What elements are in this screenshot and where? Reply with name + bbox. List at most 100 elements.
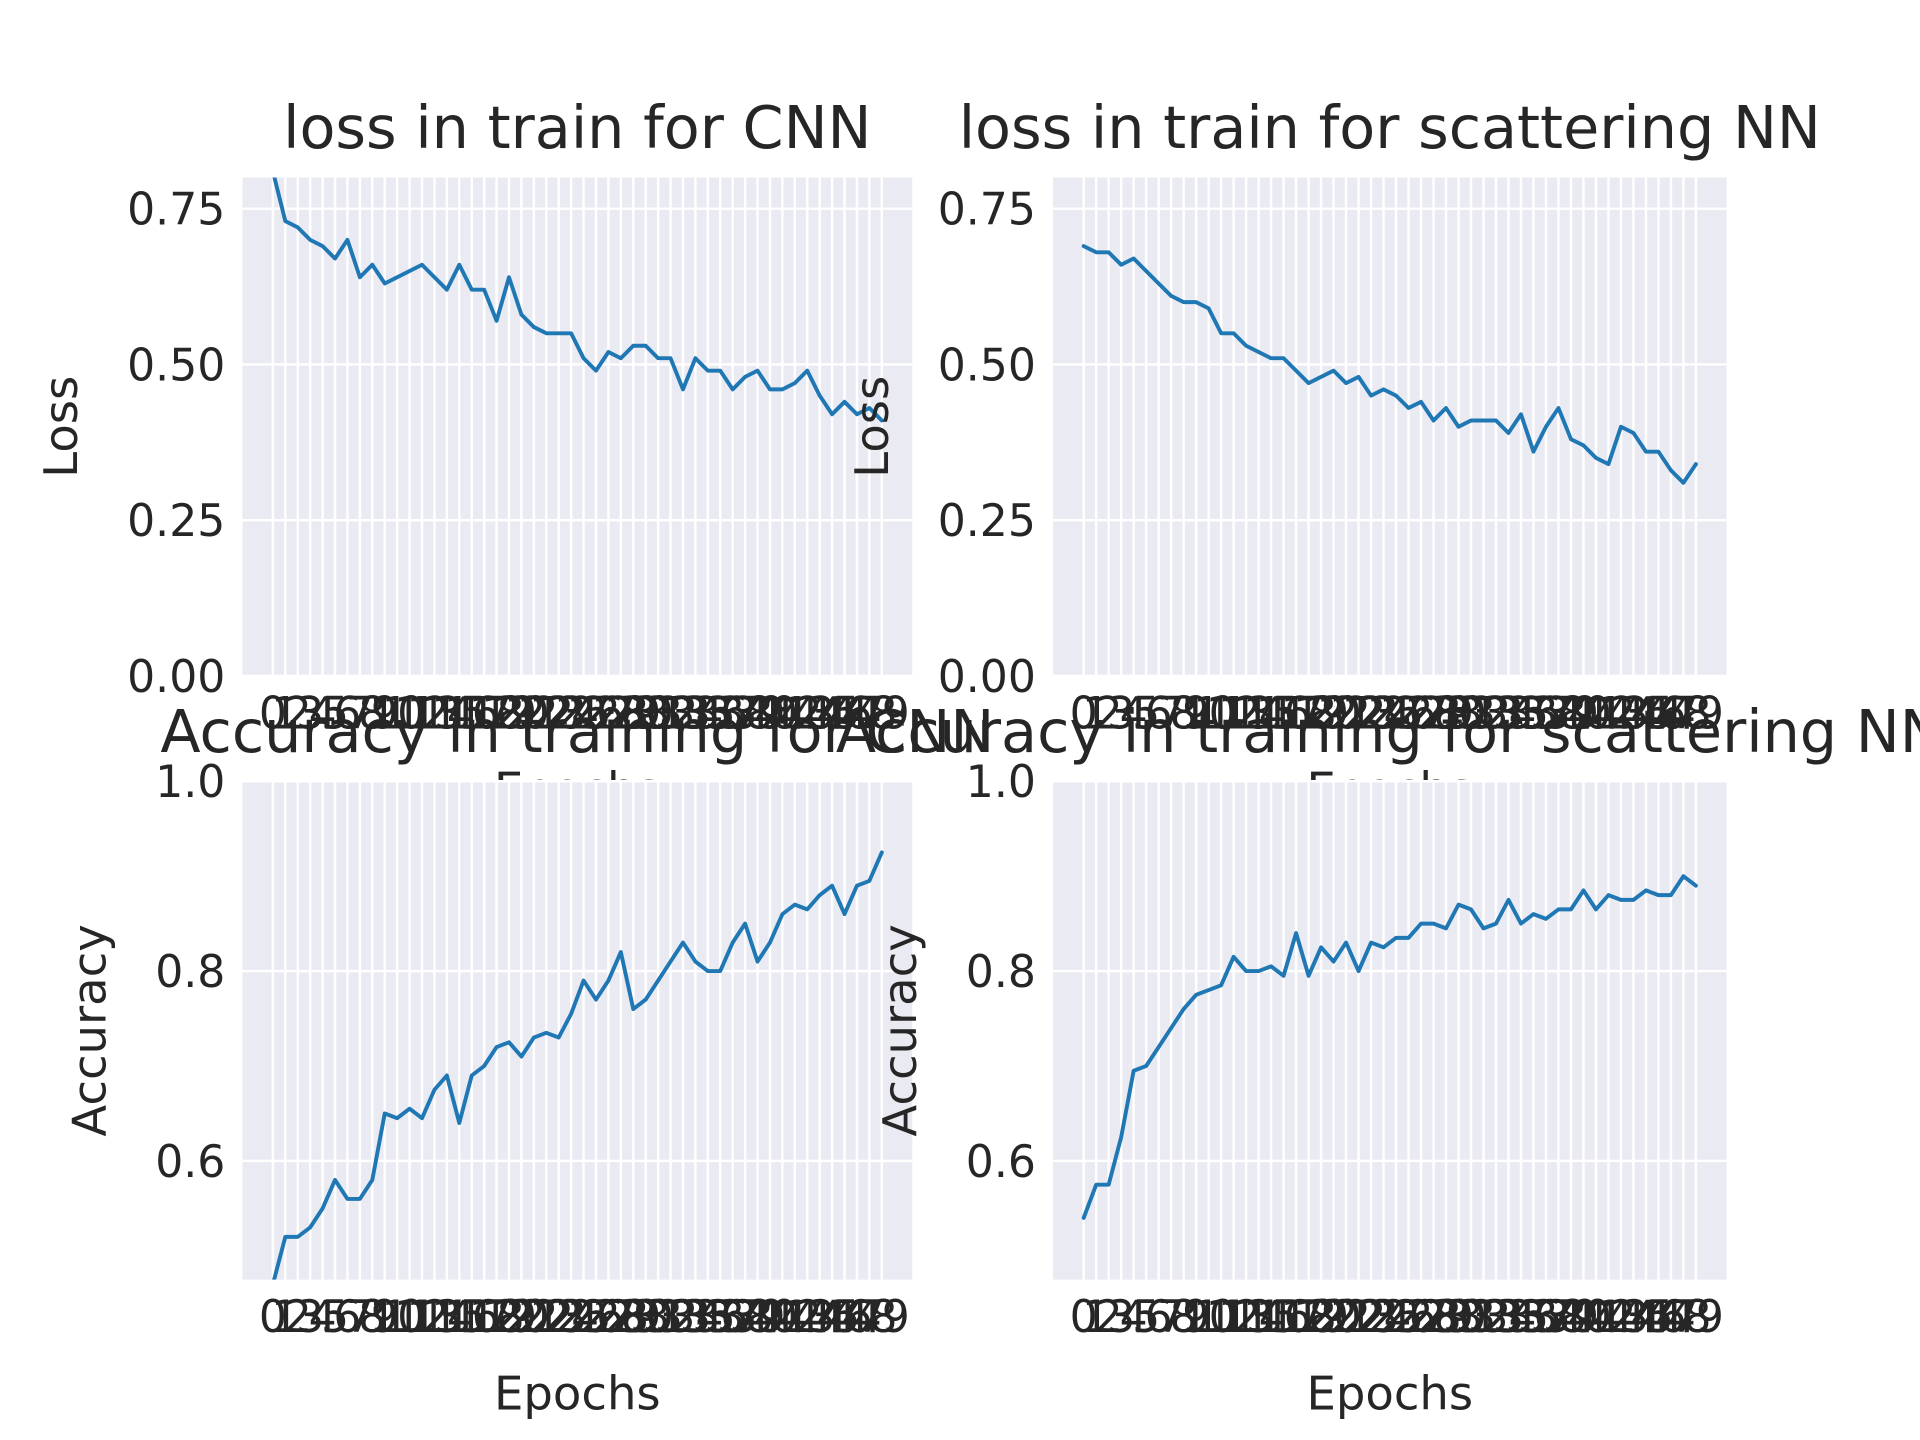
x-tick-label: 9 <box>1182 689 1210 740</box>
x-tick-label: 27 <box>580 1292 636 1343</box>
x-tick-label: 7 <box>1157 1292 1185 1343</box>
x-tick-label: 0 <box>1070 1292 1098 1343</box>
x-tick-label: 8 <box>358 1292 386 1343</box>
x-tick-label: 4 <box>309 689 337 740</box>
x-tick-label: 17 <box>1268 689 1324 740</box>
x-tick-label: 19 <box>1293 1292 1349 1343</box>
x-tick-label: 48 <box>841 689 897 740</box>
x-tick-label: 49 <box>1668 1292 1724 1343</box>
x-tick-label: 8 <box>1170 689 1198 740</box>
x-tick-label: 41 <box>1568 1292 1624 1343</box>
x-tick-label: 15 <box>431 689 487 740</box>
x-tick-label: 18 <box>469 689 525 740</box>
x-tick-label: 2 <box>284 1292 312 1343</box>
x-tick-label: 5 <box>321 689 349 740</box>
x-tick-label: 16 <box>444 1292 500 1343</box>
x-tick-label: 8 <box>358 689 386 740</box>
x-tick-label: 26 <box>568 689 624 740</box>
x-tick-label: 5 <box>1132 1292 1160 1343</box>
line-series <box>1081 244 1698 485</box>
x-tick-label: 34 <box>1480 689 1536 740</box>
x-tick-label: 42 <box>767 1292 823 1343</box>
x-tick-label: 28 <box>1405 1292 1461 1343</box>
x-tick-label: 43 <box>1593 689 1649 740</box>
y-tick-label: 0.50 <box>938 340 1036 391</box>
x-tick-label: 26 <box>1380 1292 1436 1343</box>
x-tick-label: 32 <box>1455 1292 1511 1343</box>
x-tick-label: 46 <box>1630 1292 1686 1343</box>
x-tick-label: 31 <box>630 1292 686 1343</box>
x-tick-label: 36 <box>692 689 748 740</box>
x-tick-label: 48 <box>1655 689 1711 740</box>
x-tick-label: 2 <box>284 689 312 740</box>
x-tick-label: 9 <box>1182 1292 1210 1343</box>
x-tick-label: 30 <box>618 689 674 740</box>
y-tick-label: 1.0 <box>966 757 1036 808</box>
x-tick-label: 27 <box>1393 689 1449 740</box>
x-tick-label: 19 <box>481 689 537 740</box>
chart-title: loss in train for CNN <box>283 93 871 162</box>
x-tick-label: 45 <box>1618 689 1674 740</box>
y-tick-label: 0.75 <box>938 185 1036 236</box>
x-tick-label: 3 <box>296 689 324 740</box>
x-tick-label: 5 <box>1132 689 1160 740</box>
x-tick-label: 39 <box>729 689 785 740</box>
x-tick-label: 39 <box>1543 1292 1599 1343</box>
y-axis-label: Accuracy <box>873 924 927 1136</box>
x-tick-label: 6 <box>333 689 361 740</box>
x-tick-label: 17 <box>456 689 512 740</box>
x-tick-label: 49 <box>1668 689 1724 740</box>
x-tick-label: 21 <box>506 1292 562 1343</box>
x-tick-label: 14 <box>1231 689 1287 740</box>
x-tick-label: 30 <box>1430 689 1486 740</box>
line-series <box>1081 874 1698 1220</box>
x-tick-label: 8 <box>1170 1292 1198 1343</box>
x-tick-label: 28 <box>1405 689 1461 740</box>
y-axis-label: Loss <box>34 376 88 478</box>
x-tick-label: 25 <box>1368 689 1424 740</box>
x-tick-label: 28 <box>593 1292 649 1343</box>
y-tick-label: 0.25 <box>938 496 1036 547</box>
x-tick-label: 42 <box>1580 689 1636 740</box>
x-tick-label: 45 <box>804 689 860 740</box>
x-tick-label: 40 <box>1555 1292 1611 1343</box>
x-tick-label: 41 <box>754 689 810 740</box>
x-tick-label: 22 <box>518 1292 574 1343</box>
x-tick-label: 7 <box>346 689 374 740</box>
x-tick-label: 10 <box>369 1292 425 1343</box>
x-tick-label: 20 <box>493 1292 549 1343</box>
x-tick-label: 0 <box>259 689 287 740</box>
x-tick-label: 17 <box>1268 1292 1324 1343</box>
plot-background <box>242 781 913 1280</box>
x-tick-label: 27 <box>580 689 636 740</box>
x-tick-label: 15 <box>1243 1292 1299 1343</box>
x-tick-label: 16 <box>1256 1292 1312 1343</box>
x-tick-label: 22 <box>1331 1292 1387 1343</box>
x-tick-label: 41 <box>754 1292 810 1343</box>
x-tick-label: 4 <box>1120 689 1148 740</box>
x-tick-label: 20 <box>493 689 549 740</box>
x-tick-label: 10 <box>1181 689 1237 740</box>
x-tick-label: 46 <box>1630 689 1686 740</box>
x-tick-label: 33 <box>655 1292 711 1343</box>
x-tick-label: 10 <box>1181 1292 1237 1343</box>
x-tick-label: 18 <box>1281 689 1337 740</box>
x-tick-label: 13 <box>1218 1292 1274 1343</box>
x-tick-label: 0 <box>259 1292 287 1343</box>
x-tick-label: 31 <box>1443 689 1499 740</box>
x-tick-label: 44 <box>792 689 848 740</box>
x-tick-label: 37 <box>1518 689 1574 740</box>
x-tick-label: 26 <box>1380 689 1436 740</box>
x-tick-label: 15 <box>1243 689 1299 740</box>
x-tick-label: 47 <box>829 1292 885 1343</box>
x-tick-label: 18 <box>469 1292 525 1343</box>
x-tick-label: 22 <box>518 689 574 740</box>
x-tick-label: 30 <box>618 1292 674 1343</box>
x-tick-label: 25 <box>1368 1292 1424 1343</box>
x-tick-label: 40 <box>1555 689 1611 740</box>
x-tick-label: 9 <box>371 689 399 740</box>
x-tick-label: 21 <box>1318 689 1374 740</box>
x-tick-label: 45 <box>1618 1292 1674 1343</box>
x-tick-label: 1 <box>271 689 299 740</box>
